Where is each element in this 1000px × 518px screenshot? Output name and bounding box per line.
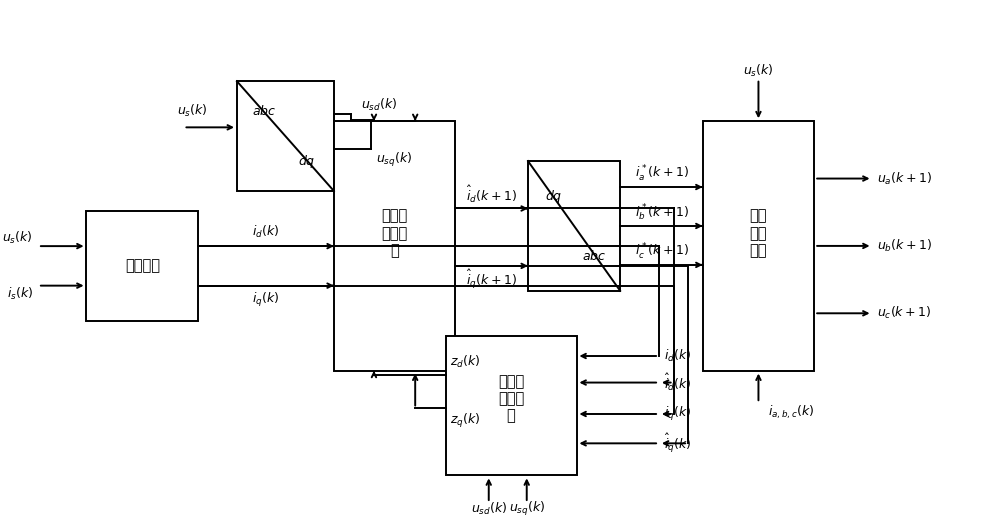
Text: $abc$: $abc$ bbox=[252, 104, 276, 118]
Text: $\hat{i}_q(k+1)$: $\hat{i}_q(k+1)$ bbox=[466, 268, 517, 292]
Text: $i_s(k)$: $i_s(k)$ bbox=[7, 285, 33, 301]
Bar bbox=[237, 81, 334, 191]
Text: $u_{sd}(k)$: $u_{sd}(k)$ bbox=[471, 501, 507, 517]
Text: $u_s(k)$: $u_s(k)$ bbox=[177, 103, 208, 119]
Text: $i_{a,b,c}(k)$: $i_{a,b,c}(k)$ bbox=[768, 404, 815, 421]
Text: 谐波检测: 谐波检测 bbox=[125, 258, 160, 274]
Text: $i_q(k)$: $i_q(k)$ bbox=[664, 405, 691, 423]
Text: $i_d(k)$: $i_d(k)$ bbox=[664, 348, 691, 364]
Bar bbox=[446, 336, 577, 476]
Text: $abc$: $abc$ bbox=[582, 249, 607, 263]
Text: $z_q(k)$: $z_q(k)$ bbox=[450, 412, 481, 430]
Text: $u_c(k+1)$: $u_c(k+1)$ bbox=[877, 305, 932, 321]
Bar bbox=[334, 121, 455, 371]
Text: $dq$: $dq$ bbox=[298, 153, 315, 170]
Text: $\hat{i}_d(k+1)$: $\hat{i}_d(k+1)$ bbox=[466, 184, 517, 205]
Text: $u_a(k+1)$: $u_a(k+1)$ bbox=[877, 170, 932, 186]
Text: $i_b^*(k+1)$: $i_b^*(k+1)$ bbox=[635, 203, 688, 223]
Text: $\hat{i}_d(k)$: $\hat{i}_d(k)$ bbox=[664, 372, 691, 393]
Bar bbox=[86, 211, 198, 321]
Bar bbox=[528, 161, 620, 291]
Text: $i_a^*(k+1)$: $i_a^*(k+1)$ bbox=[635, 164, 688, 184]
Text: $z_d(k)$: $z_d(k)$ bbox=[450, 354, 481, 370]
Text: $\hat{i}_q(k)$: $\hat{i}_q(k)$ bbox=[664, 432, 691, 455]
Text: $u_s(k)$: $u_s(k)$ bbox=[743, 63, 774, 79]
Text: 离散滑
模观测
器: 离散滑 模观测 器 bbox=[498, 373, 524, 424]
Text: $i_c^*(k+1)$: $i_c^*(k+1)$ bbox=[635, 242, 688, 262]
Text: $u_b(k+1)$: $u_b(k+1)$ bbox=[877, 238, 932, 254]
Text: $i_d(k)$: $i_d(k)$ bbox=[252, 224, 280, 240]
Text: 无差
拍控
制器: 无差 拍控 制器 bbox=[750, 209, 767, 258]
Text: 离散状
态观测
器: 离散状 态观测 器 bbox=[381, 209, 408, 258]
Text: $u_{sq}(k)$: $u_{sq}(k)$ bbox=[509, 500, 545, 518]
Text: $u_{sq}(k)$: $u_{sq}(k)$ bbox=[376, 151, 412, 169]
Text: $u_{sd}(k)$: $u_{sd}(k)$ bbox=[361, 97, 397, 113]
Text: $dq$: $dq$ bbox=[545, 188, 563, 205]
Bar bbox=[703, 121, 814, 371]
Text: $u_s(k)$: $u_s(k)$ bbox=[2, 230, 33, 246]
Text: $i_q(k)$: $i_q(k)$ bbox=[252, 291, 280, 309]
